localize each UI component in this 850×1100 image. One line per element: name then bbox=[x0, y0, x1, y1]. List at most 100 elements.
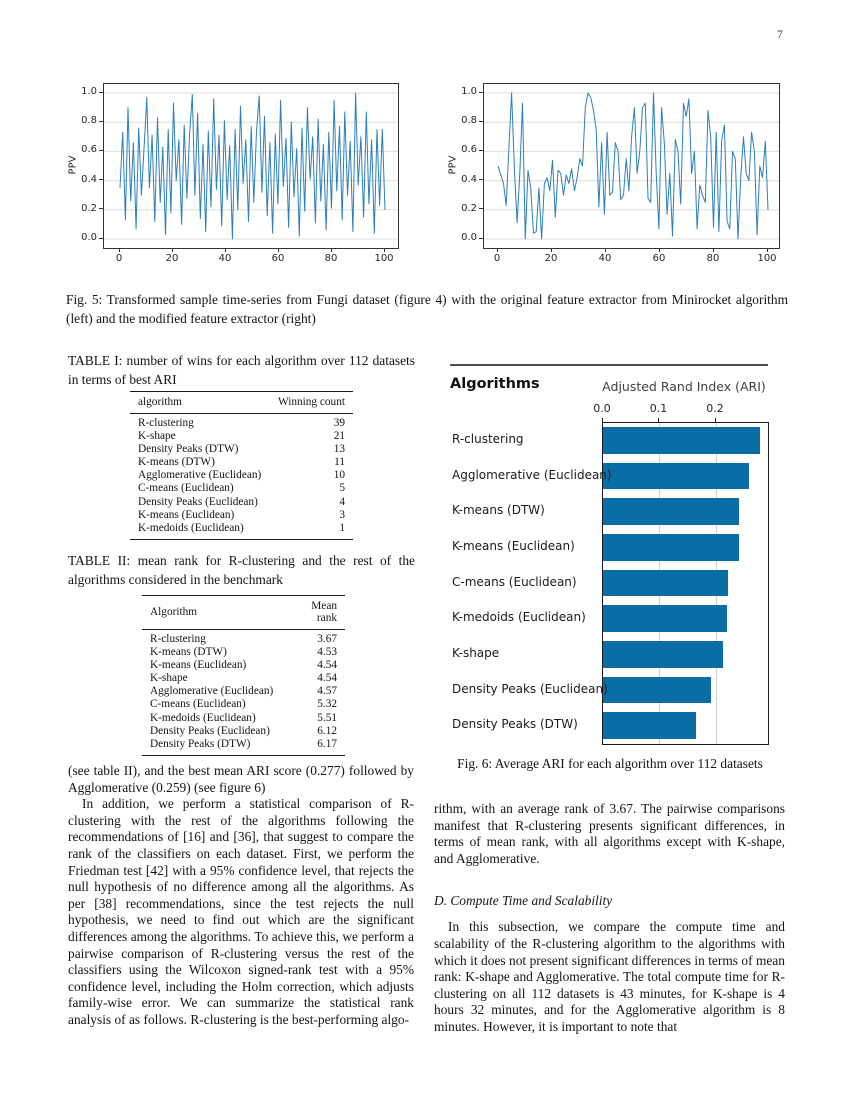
y-axis-label: PPV bbox=[67, 155, 79, 175]
cell-algorithm: Density Peaks (DTW) bbox=[150, 737, 251, 750]
table-row: Agglomerative (Euclidean) 4.57 bbox=[142, 685, 345, 698]
cell-algorithm: Density Peaks (Euclidean) bbox=[150, 724, 270, 737]
bar-chart-axis-title: Adjusted Rand Index (ARI) bbox=[602, 379, 766, 394]
bar bbox=[603, 569, 728, 597]
table-header-row: Algorithm Mean rank bbox=[142, 595, 345, 630]
table-row: K-medoids (Euclidean) 5.51 bbox=[142, 712, 345, 725]
x-tick-label: 0.1 bbox=[649, 402, 668, 415]
x-tick-label: 80 bbox=[324, 253, 338, 264]
x-tick-label: 40 bbox=[218, 253, 232, 264]
x-tick-label: 20 bbox=[165, 253, 179, 264]
table-row: K-means (Euclidean) 4.54 bbox=[142, 659, 345, 672]
cell-value: 10 bbox=[333, 469, 345, 482]
x-tick-label: 80 bbox=[706, 253, 720, 264]
cell-algorithm: K-shape bbox=[138, 430, 176, 443]
tick-mark bbox=[330, 248, 332, 252]
cell-algorithm: R-clustering bbox=[150, 633, 206, 645]
table-row: Density Peaks (Euclidean) 4 bbox=[130, 496, 353, 509]
tick-mark bbox=[118, 248, 120, 252]
tick-mark bbox=[658, 248, 660, 252]
cell-value: 5 bbox=[339, 482, 345, 495]
cell-algorithm: K-shape bbox=[150, 672, 188, 685]
category-label: Density Peaks (DTW) bbox=[452, 717, 578, 732]
cell-value: 5.32 bbox=[317, 698, 337, 711]
x-tick-label: 100 bbox=[757, 253, 777, 264]
table-row: C-means (Euclidean) 5.32 bbox=[142, 698, 345, 711]
category-label: C-means (Euclidean) bbox=[452, 574, 577, 589]
tick-mark bbox=[604, 248, 606, 252]
figure-top-rule bbox=[450, 364, 768, 366]
cell-algorithm: R-clustering bbox=[138, 417, 194, 429]
x-tick-label: 100 bbox=[374, 253, 394, 264]
table-header-row: algorithm Winning count bbox=[130, 391, 353, 414]
column-header: Mean rank bbox=[281, 595, 345, 630]
tick-mark bbox=[383, 248, 385, 252]
y-tick-label: 0.4 bbox=[81, 173, 97, 185]
cell-value: 13 bbox=[333, 443, 345, 456]
x-tick-label: 0.0 bbox=[593, 402, 611, 415]
tick-mark bbox=[712, 248, 714, 252]
cell-value: 6.17 bbox=[317, 737, 337, 750]
y-tick-label: 0.0 bbox=[461, 232, 477, 243]
tick-mark bbox=[496, 248, 498, 252]
bar bbox=[603, 462, 750, 490]
table-2: Algorithm Mean rank R-clustering 3.67 K-me… bbox=[142, 595, 345, 756]
cell-value: 39 bbox=[333, 417, 345, 429]
bar bbox=[603, 641, 723, 668]
table-row: C-means (Euclidean) 5 bbox=[130, 482, 353, 495]
bar bbox=[603, 676, 711, 704]
line-chart-left: 0.0 0.2 0.4 0.6 0.8 1.0 0 20 40 60 80 100 PPV bbox=[60, 70, 405, 275]
y-tick-label: 0.2 bbox=[461, 202, 477, 214]
paragraph: In this subsection, we compare the compu… bbox=[434, 919, 785, 1034]
x-tick-label: 0.2 bbox=[706, 402, 724, 415]
paragraph: In addition, we perform a statistical co… bbox=[68, 796, 414, 1027]
tick-mark bbox=[99, 120, 103, 122]
table-row: Density Peaks (DTW) 6.17 bbox=[142, 738, 345, 756]
table-row: R-clustering 39 bbox=[130, 414, 353, 431]
tick-mark bbox=[658, 418, 659, 422]
y-tick-label: 0.2 bbox=[81, 202, 97, 214]
x-tick-label: 20 bbox=[544, 253, 558, 264]
x-tick-label: 0 bbox=[493, 253, 501, 264]
section-heading: D. Compute Time and Scalability bbox=[434, 893, 613, 909]
cell-algorithm: K-means (DTW) bbox=[150, 646, 227, 659]
tick-mark bbox=[479, 149, 483, 151]
y-tick-label: 0.6 bbox=[461, 144, 477, 156]
x-tick-label: 40 bbox=[598, 253, 612, 264]
x-tick-label: 0 bbox=[115, 253, 123, 264]
tick-mark bbox=[479, 237, 483, 239]
category-label: R-clustering bbox=[452, 431, 524, 446]
table-row: R-clustering 3.67 bbox=[142, 630, 345, 647]
cell-value: 21 bbox=[333, 430, 345, 443]
cell-algorithm: C-means (Euclidean) bbox=[150, 698, 246, 711]
bar bbox=[603, 427, 760, 454]
cell-value: 4.54 bbox=[317, 659, 337, 672]
category-label: K-means (Euclidean) bbox=[452, 538, 575, 553]
x-tick-label: 60 bbox=[271, 253, 285, 264]
table-row: Agglomerative (Euclidean) 10 bbox=[130, 469, 353, 482]
tick-mark bbox=[277, 248, 279, 252]
cell-value: 4 bbox=[339, 495, 345, 508]
figure-5-caption: Fig. 5: Transformed sample time-series f… bbox=[66, 292, 788, 326]
x-tick-label: 60 bbox=[652, 253, 666, 264]
body-left-column: (see table II), and the best mean ARI sc… bbox=[68, 763, 414, 1029]
column-header: Winning count bbox=[269, 391, 353, 414]
cell-value: 6.12 bbox=[317, 724, 337, 737]
y-tick-label: 1.0 bbox=[81, 86, 97, 97]
category-label: Agglomerative (Euclidean) bbox=[452, 467, 612, 482]
y-tick-label: 0.8 bbox=[461, 115, 477, 127]
column-header: Algorithm bbox=[142, 595, 282, 630]
tick-mark bbox=[224, 248, 226, 252]
category-label: K-medoids (Euclidean) bbox=[452, 610, 586, 625]
y-tick-label: 0.4 bbox=[461, 173, 477, 185]
table-row: K-medoids (Euclidean) 1 bbox=[130, 522, 353, 540]
y-tick-label: 1.0 bbox=[461, 86, 477, 97]
page-number: 7 bbox=[777, 29, 783, 41]
cell-value: 4.57 bbox=[317, 685, 337, 698]
line-series bbox=[484, 92, 779, 240]
y-tick-label: 0.8 bbox=[81, 115, 97, 127]
tick-mark bbox=[479, 120, 483, 122]
table-row: Density Peaks (DTW) 13 bbox=[130, 443, 353, 456]
bar-chart-row-header: Algorithms bbox=[450, 376, 540, 392]
figure-6-caption: Fig. 6: Average ARI for each algorithm o… bbox=[457, 756, 763, 771]
